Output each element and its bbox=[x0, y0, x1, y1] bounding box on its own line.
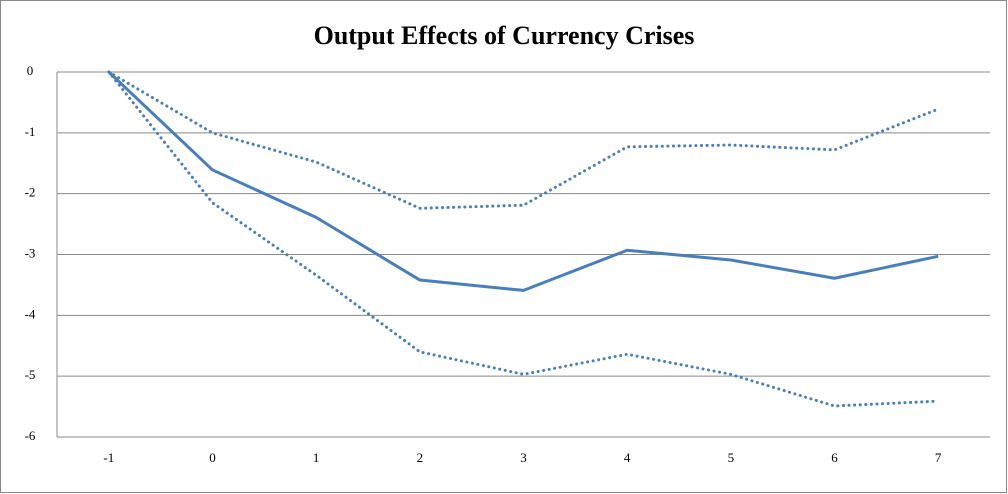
y-tick-label: 0 bbox=[27, 63, 34, 78]
x-tick-label: 5 bbox=[728, 450, 735, 465]
x-tick-label: 6 bbox=[831, 450, 838, 465]
y-tick-label: -3 bbox=[25, 245, 36, 260]
y-tick-label: -4 bbox=[25, 306, 36, 321]
chart-title: Output Effects of Currency Crises bbox=[314, 21, 695, 50]
x-tick-label: 1 bbox=[313, 450, 320, 465]
series-line bbox=[107, 70, 940, 210]
x-tick-label: 4 bbox=[624, 450, 631, 465]
x-tick-label: 2 bbox=[417, 450, 424, 465]
x-tick-label: 7 bbox=[935, 450, 942, 465]
y-tick-label: -1 bbox=[25, 124, 36, 139]
series-line bbox=[107, 70, 940, 408]
x-tick-label: -1 bbox=[103, 450, 114, 465]
x-tick-label: 0 bbox=[209, 450, 216, 465]
y-tick-label: -2 bbox=[25, 185, 36, 200]
y-tick-label: -6 bbox=[25, 428, 36, 443]
y-tick-label: -5 bbox=[25, 367, 36, 382]
x-tick-label: 3 bbox=[520, 450, 527, 465]
series-line bbox=[107, 70, 939, 292]
